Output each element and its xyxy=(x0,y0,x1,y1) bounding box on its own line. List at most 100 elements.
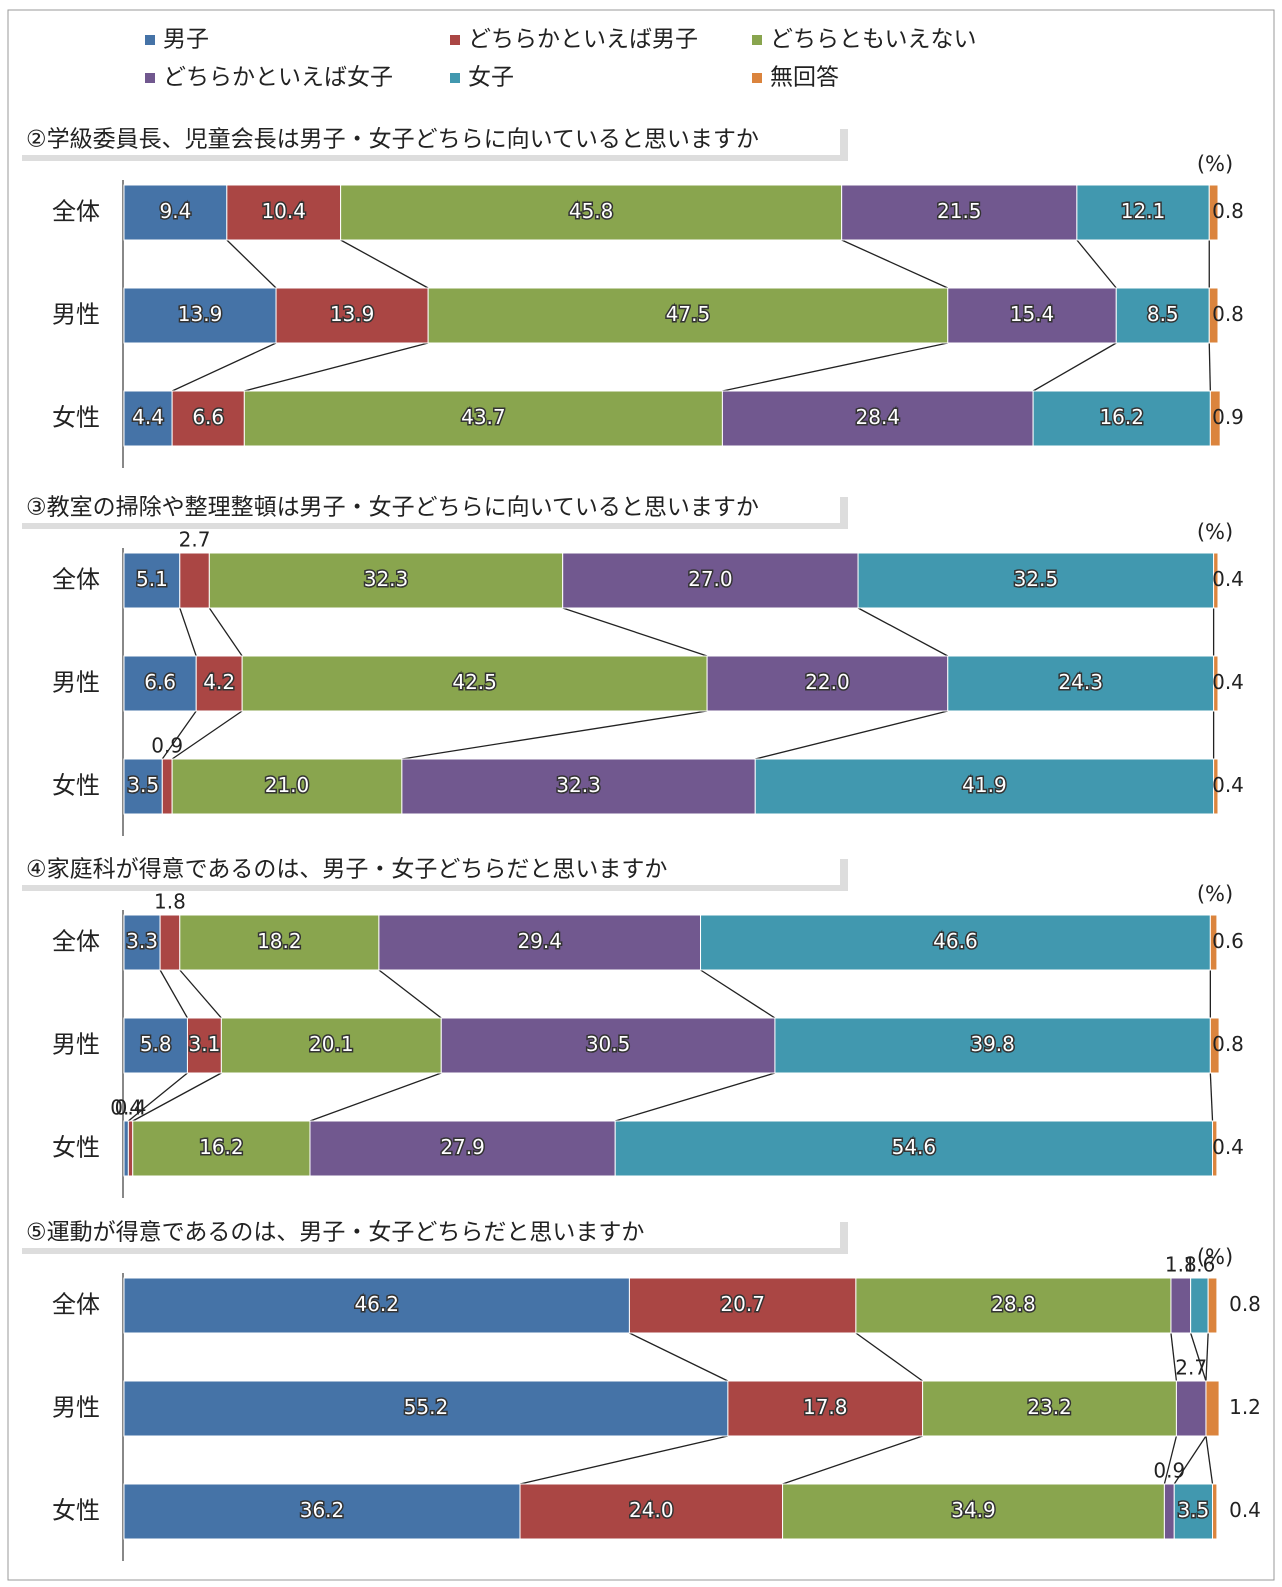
bar-segment xyxy=(171,758,403,815)
connector xyxy=(1032,342,1117,392)
value-label: 24.3 xyxy=(1058,670,1103,694)
connector xyxy=(841,239,949,289)
value-label: 28.8 xyxy=(991,1292,1036,1316)
connector xyxy=(1190,1332,1207,1382)
bar-segment xyxy=(1212,1483,1218,1540)
bar-segment xyxy=(1076,184,1210,241)
bar-segment xyxy=(123,655,197,712)
value-label: 46.2 xyxy=(354,1292,399,1316)
connector xyxy=(171,710,243,760)
bar-segment xyxy=(123,184,228,241)
value-label: 30.5 xyxy=(586,1032,631,1056)
bar-segment xyxy=(922,1380,1177,1437)
bar-segment xyxy=(562,552,859,609)
bar-segment xyxy=(1208,287,1219,344)
value-label: 27.0 xyxy=(688,567,733,591)
value-label: 0.6 xyxy=(1212,929,1244,953)
bar-segment xyxy=(123,552,181,609)
bar-segment xyxy=(179,914,380,971)
value-label: 0.9 xyxy=(1212,405,1244,429)
bar-segment xyxy=(123,287,277,344)
value-label: 24.0 xyxy=(629,1498,674,1522)
bar-segment xyxy=(1213,655,1219,712)
value-label: 3.5 xyxy=(1177,1498,1209,1522)
value-label: 6.6 xyxy=(192,405,224,429)
value-label: 4.2 xyxy=(203,670,235,694)
value-label: 17.8 xyxy=(803,1395,848,1419)
bar-segment xyxy=(123,390,173,447)
value-label: 0.9 xyxy=(151,734,183,758)
legend-swatch xyxy=(450,35,460,45)
bar-segment xyxy=(127,1120,134,1177)
connector xyxy=(171,342,277,392)
bar-segment xyxy=(1213,552,1219,609)
connector xyxy=(615,1072,776,1122)
connector xyxy=(782,1435,923,1485)
value-label: 0.4 xyxy=(1212,567,1244,591)
category-label: 全体 xyxy=(52,928,100,956)
value-label: 28.4 xyxy=(856,405,901,429)
connector xyxy=(340,239,429,289)
bar-segment xyxy=(700,914,1211,971)
value-label: 34.9 xyxy=(951,1498,996,1522)
value-label: 3.1 xyxy=(189,1032,221,1056)
value-label: 1.8 xyxy=(154,890,186,914)
connector xyxy=(378,969,442,1019)
bar-segment xyxy=(614,1120,1214,1177)
bar-segment xyxy=(123,758,163,815)
value-label: 16.2 xyxy=(1099,405,1144,429)
chart-title: ③教室の掃除や整理整頓は男子・女子どちらに向いていると思いますか xyxy=(26,495,759,521)
value-label: 15.4 xyxy=(1010,302,1055,326)
value-label: 0.4 xyxy=(1229,1498,1261,1522)
category-label: 全体 xyxy=(52,566,100,594)
value-label: 10.4 xyxy=(261,199,306,223)
legend-label: どちらともいえない xyxy=(770,27,977,53)
bar-segment xyxy=(208,552,564,609)
category-label: 男性 xyxy=(52,669,100,697)
title-box xyxy=(18,855,840,885)
connector xyxy=(857,607,949,657)
value-label: 36.2 xyxy=(300,1498,345,1522)
value-label: 0.4 xyxy=(1212,773,1244,797)
legend-swatch xyxy=(450,73,460,83)
value-label: 20.7 xyxy=(720,1292,765,1316)
connector xyxy=(1076,239,1117,289)
legend-label: 女子 xyxy=(468,65,514,91)
unit-label: (%) xyxy=(1197,1245,1233,1269)
connector xyxy=(1170,1332,1178,1382)
connector xyxy=(1209,1072,1214,1122)
category-label: 全体 xyxy=(52,1291,100,1319)
bar-segment xyxy=(1209,390,1221,447)
value-label: 0.9 xyxy=(1153,1459,1185,1483)
bar-segment xyxy=(275,287,429,344)
legend-label: 男子 xyxy=(163,27,209,53)
connector xyxy=(159,969,189,1019)
bar-segment xyxy=(123,1483,521,1540)
connector xyxy=(1205,1435,1214,1485)
connector xyxy=(1208,342,1211,392)
value-label: 18.2 xyxy=(257,929,302,953)
bar-segment xyxy=(1175,1380,1207,1437)
bar-segment xyxy=(220,1017,442,1074)
bar-segment xyxy=(1208,184,1219,241)
unit-label: (%) xyxy=(1197,520,1233,544)
connector xyxy=(722,342,948,392)
chart-title: ④家庭科が得意であるのは、男子・女子どちらだと思いますか xyxy=(26,857,667,883)
bar-segment xyxy=(1213,758,1219,815)
value-label: 12.1 xyxy=(1121,199,1166,223)
value-label: 3.5 xyxy=(127,773,159,797)
value-label: 5.8 xyxy=(140,1032,172,1056)
bar-segment xyxy=(226,184,342,241)
connector xyxy=(1173,1435,1207,1485)
bar-segment xyxy=(378,914,702,971)
bar-segment xyxy=(727,1380,924,1437)
value-label: 46.6 xyxy=(933,929,978,953)
category-label: 男性 xyxy=(52,1031,100,1059)
value-label: 1.2 xyxy=(1229,1395,1261,1419)
value-label: 2.7 xyxy=(1175,1356,1207,1380)
category-label: 女性 xyxy=(52,1497,100,1525)
unit-label: (%) xyxy=(1197,152,1233,176)
bar-segment xyxy=(123,1277,630,1334)
value-label: 9.4 xyxy=(160,199,192,223)
bar-segment xyxy=(195,655,243,712)
